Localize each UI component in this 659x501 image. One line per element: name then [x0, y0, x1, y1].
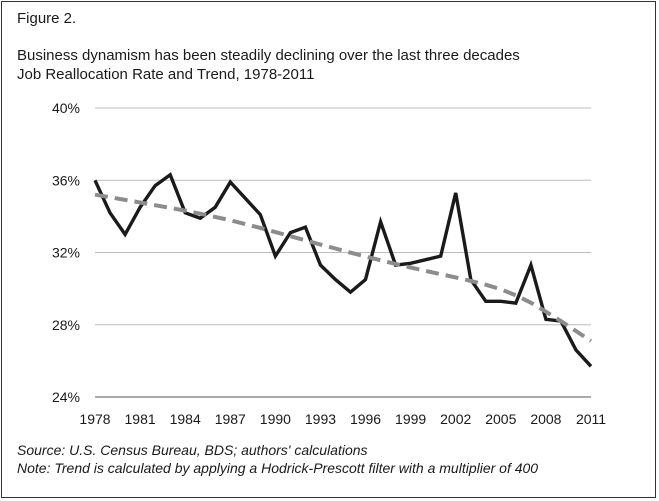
x-axis-tick-labels: 1978 1981 1984 1987 1990 1993 1996 1999 2002 2005…: [79, 411, 606, 427]
y-tick-label: 36%: [52, 172, 80, 188]
chart-notes: Source: U.S. Census Bureau, BDS; authors…: [17, 441, 538, 477]
actual-rate-line: [93, 172, 593, 368]
title-line-2: Job Reallocation Rate and Trend, 1978-20…: [17, 66, 315, 83]
trend-line: [94, 192, 593, 343]
series-lines: [93, 172, 593, 368]
chart-title: Business dynamism has been steadily decl…: [17, 46, 520, 84]
x-tick-label: 1996: [350, 411, 381, 427]
x-tick-label: 1987: [215, 411, 246, 427]
x-tick-label: 1993: [305, 411, 336, 427]
grid-lines: [95, 107, 591, 398]
y-tick-label: 32%: [52, 245, 80, 261]
source-note: Source: U.S. Census Bureau, BDS; authors…: [17, 442, 368, 458]
figure-label: Figure 2.: [17, 10, 77, 27]
x-tick-label: 1981: [125, 411, 156, 427]
trend-note: Note: Trend is calculated by applying a …: [17, 460, 539, 476]
x-tick-label: 2008: [530, 411, 561, 427]
x-tick-label: 2002: [440, 411, 471, 427]
x-tick-label: 2005: [485, 411, 516, 427]
x-tick-label: 1978: [79, 411, 110, 427]
x-tick-label: 1999: [395, 411, 426, 427]
x-tick-label: 1984: [170, 411, 201, 427]
x-tick-label: 1990: [260, 411, 291, 427]
title-line-1: Business dynamism has been steadily decl…: [17, 47, 520, 64]
y-tick-label: 28%: [52, 317, 80, 333]
x-tick-label: 2011: [576, 411, 606, 427]
y-tick-label: 24%: [52, 389, 80, 405]
y-axis-tick-labels: 24% 28% 32% 36% 40%: [52, 100, 80, 405]
y-tick-label: 40%: [52, 100, 80, 116]
